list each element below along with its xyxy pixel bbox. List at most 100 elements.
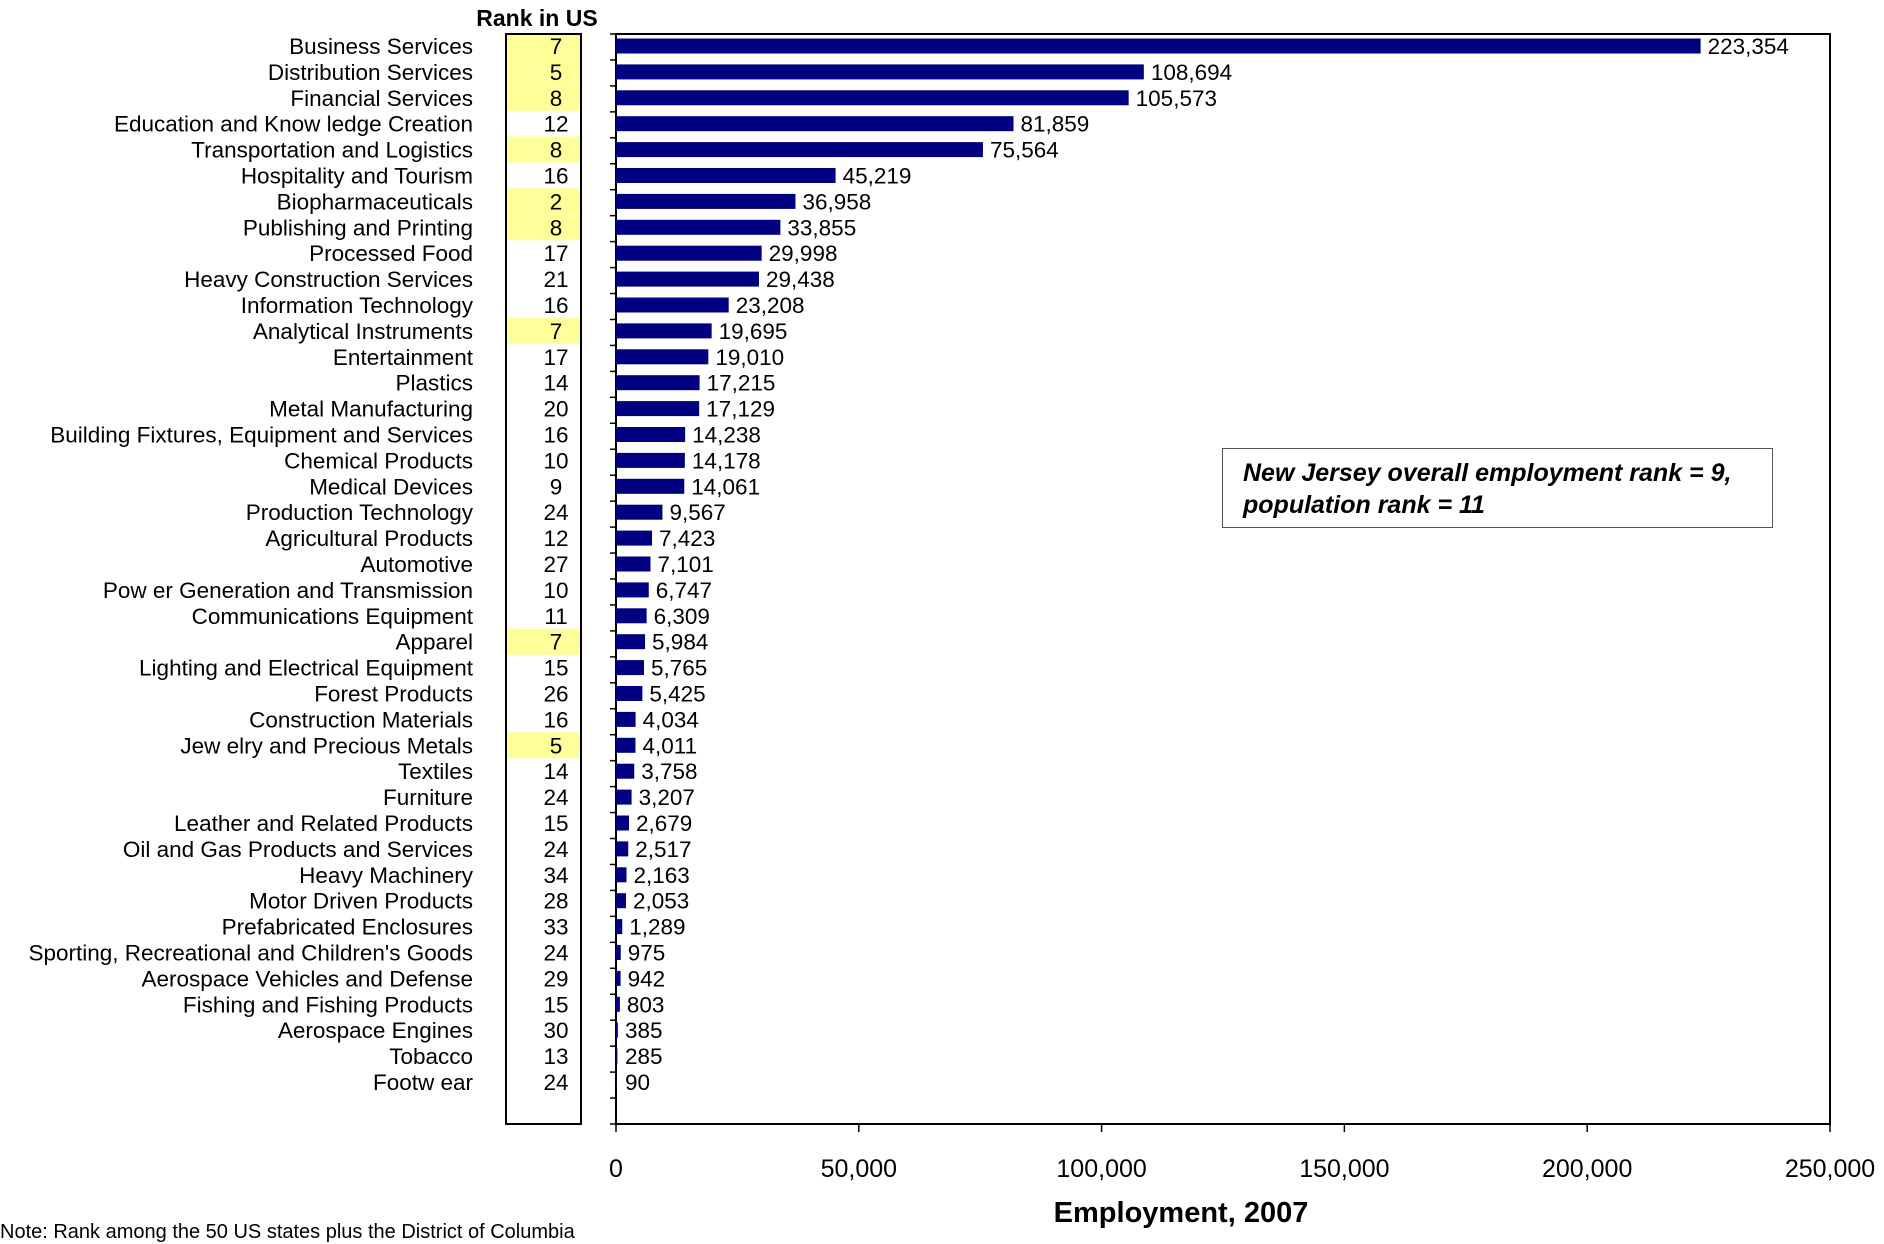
- bar-value-label: 29,438: [766, 267, 835, 292]
- rank-value: 10: [543, 448, 568, 473]
- bar: [616, 1074, 617, 1090]
- bar-value-label: 19,010: [715, 345, 784, 370]
- bar-value-label: 5,425: [649, 682, 705, 707]
- rank-value: 24: [543, 500, 568, 525]
- bar: [616, 64, 1144, 80]
- category-label: Processed Food: [309, 241, 473, 266]
- bar-value-label: 108,694: [1151, 60, 1232, 85]
- rank-value: 11: [544, 604, 567, 629]
- category-label: Education and Know ledge Creation: [114, 112, 473, 137]
- bar-value-label: 5,765: [651, 656, 707, 681]
- x-tick-label: 200,000: [1542, 1155, 1632, 1183]
- rank-highlight: [507, 317, 580, 344]
- category-label: Analytical Instruments: [253, 319, 473, 344]
- rank-value: 2: [550, 189, 563, 214]
- bar-value-label: 75,564: [990, 138, 1059, 163]
- category-label: Prefabricated Enclosures: [222, 915, 473, 940]
- bar-value-label: 23,208: [736, 293, 805, 318]
- category-label: Lighting and Electrical Equipment: [139, 656, 474, 681]
- bar-value-label: 17,215: [707, 371, 776, 396]
- x-axis-title: Employment, 2007: [1054, 1197, 1309, 1229]
- bar-value-label: 45,219: [843, 164, 912, 189]
- rank-value: 21: [543, 267, 568, 292]
- rank-highlight: [507, 33, 580, 59]
- category-label: Footw ear: [373, 1070, 474, 1095]
- bar: [616, 245, 762, 261]
- category-label: Heavy Construction Services: [184, 267, 473, 292]
- rank-header: Rank in US: [476, 5, 597, 31]
- bar-value-label: 105,573: [1136, 86, 1217, 111]
- rank-value: 33: [543, 915, 568, 940]
- rank-value: 28: [543, 889, 568, 914]
- bar: [616, 168, 836, 183]
- bar-value-label: 2,517: [635, 837, 691, 862]
- bar-value-label: 6,747: [656, 578, 712, 603]
- state-rank-note: New Jersey overall employment rank = 9, …: [1222, 448, 1773, 528]
- category-label: Chemical Products: [284, 448, 473, 473]
- category-label: Biopharmaceuticals: [277, 189, 473, 214]
- rank-value: 26: [543, 682, 568, 707]
- bar: [616, 1022, 618, 1038]
- rank-highlight: [507, 136, 580, 163]
- rank-highlight: [507, 628, 580, 655]
- bar-value-label: 4,011: [642, 733, 697, 758]
- bar: [616, 90, 1129, 106]
- bar-value-label: 14,061: [691, 474, 760, 499]
- bar-value-label: 2,053: [633, 889, 689, 914]
- rank-value: 24: [543, 837, 568, 862]
- bar-value-label: 6,309: [654, 604, 710, 629]
- bar: [616, 349, 709, 365]
- bar-value-label: 7,423: [659, 526, 715, 551]
- category-label: Building Fixtures, Equipment and Service…: [50, 423, 473, 448]
- bar-value-label: 17,129: [706, 397, 775, 422]
- bar: [616, 893, 626, 909]
- category-label: Heavy Machinery: [299, 863, 474, 888]
- bar: [616, 737, 636, 753]
- bar: [616, 919, 623, 935]
- bar-value-label: 3,207: [639, 785, 695, 810]
- bar: [616, 996, 620, 1012]
- rank-value: 5: [550, 733, 563, 758]
- bar-value-label: 975: [628, 941, 666, 966]
- bar-value-label: 2,679: [636, 811, 692, 836]
- rank-value: 16: [543, 707, 568, 732]
- rank-value: 15: [543, 992, 568, 1017]
- x-tick-label: 250,000: [1785, 1155, 1875, 1183]
- category-label: Entertainment: [333, 345, 474, 370]
- bar: [616, 323, 712, 339]
- category-label: Metal Manufacturing: [269, 397, 473, 422]
- bar-value-label: 5,984: [652, 630, 708, 655]
- rank-value: 14: [543, 759, 568, 784]
- bar: [616, 763, 635, 779]
- rank-value: 13: [543, 1044, 568, 1069]
- rank-value: 17: [543, 345, 568, 370]
- category-label: Publishing and Printing: [243, 215, 473, 240]
- bar: [616, 116, 1014, 132]
- bar: [616, 970, 621, 986]
- category-label: Jew elry and Precious Metals: [180, 733, 473, 758]
- plot-frame: [615, 33, 1831, 1125]
- bar: [616, 193, 796, 209]
- bar: [616, 582, 649, 598]
- rank-value: 16: [543, 293, 568, 318]
- bar: [616, 945, 621, 960]
- category-label: Pow er Generation and Transmission: [103, 578, 473, 603]
- category-label: Business Services: [289, 34, 473, 59]
- bar-value-label: 9,567: [669, 500, 725, 525]
- bar: [616, 711, 636, 727]
- rank-value: 14: [543, 371, 568, 396]
- category-label: Leather and Related Products: [174, 811, 473, 836]
- rank-value: 34: [543, 863, 568, 888]
- category-label: Plastics: [395, 371, 473, 396]
- rank-highlight: [507, 188, 580, 215]
- rank-value: 9: [550, 474, 563, 499]
- bar: [616, 686, 643, 701]
- category-label: Distribution Services: [268, 60, 473, 85]
- bar: [616, 271, 759, 287]
- bar-value-label: 1,289: [629, 915, 685, 940]
- bar: [616, 452, 685, 468]
- bar: [616, 1048, 618, 1064]
- rank-highlight: [507, 58, 580, 85]
- rank-value: 7: [550, 630, 563, 655]
